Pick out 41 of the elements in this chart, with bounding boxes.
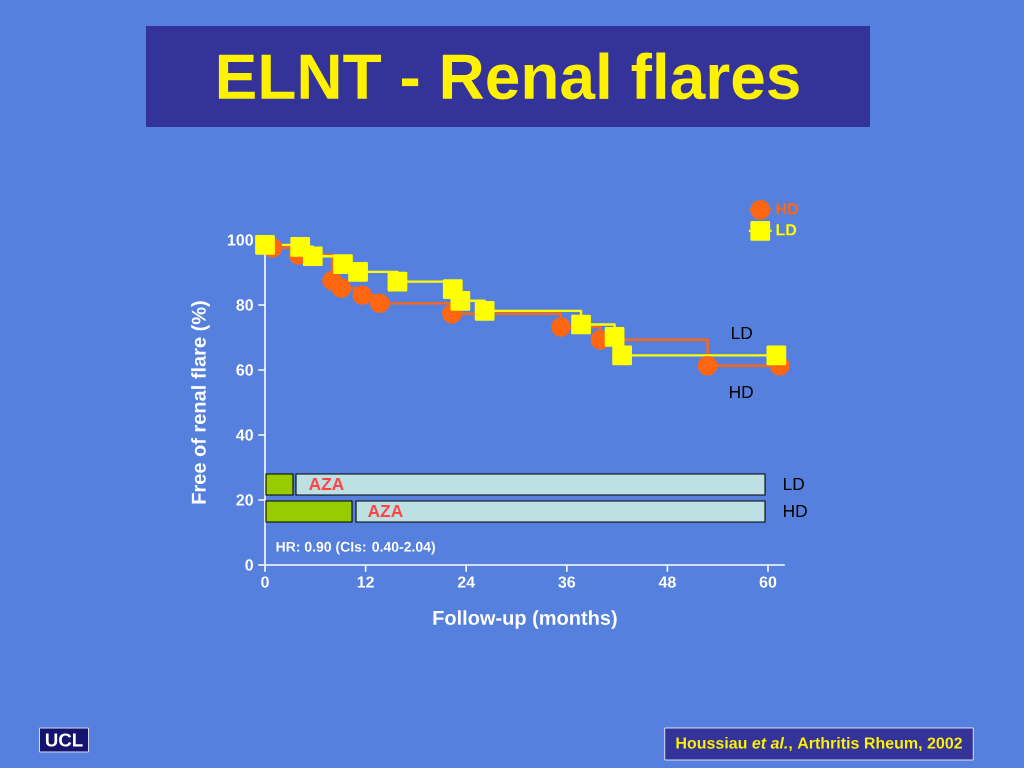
x-tick-label: 0: [261, 576, 269, 588]
annotation: LD: [732, 327, 752, 339]
point: [766, 345, 787, 366]
point: [697, 355, 718, 376]
annotation: HR: 0.90 (CIs: 0.40-2.04): [276, 541, 435, 555]
chart-title: ELNT - Renal flares: [218, 52, 799, 100]
point: [302, 246, 323, 267]
point: [474, 300, 495, 321]
x-tick-label: 24: [457, 576, 475, 588]
x-tick-label: 48: [658, 576, 676, 588]
y-tick-label: 20: [236, 494, 253, 506]
point: [348, 261, 368, 282]
point: [331, 278, 352, 298]
x-tick-label: 12: [357, 576, 374, 588]
point: [571, 314, 591, 335]
text: Houssiau et al., Arthritis Rheum, 2002: [676, 736, 962, 752]
y-tick-label: 60: [236, 364, 253, 376]
annotation: AZA: [368, 505, 403, 517]
point: [352, 285, 373, 306]
y-tick-label: 40: [236, 429, 253, 441]
point: [604, 326, 625, 347]
point: [369, 293, 390, 314]
point: [551, 317, 571, 337]
point: [612, 345, 632, 366]
annotation: HD: [730, 386, 753, 398]
x-axis-title: Follow-up (months): [433, 610, 617, 629]
annotation: AZA: [309, 478, 344, 490]
y-tick-label: 100: [227, 234, 253, 246]
annotation: HD: [784, 505, 807, 517]
y-axis-title: Free of renal flare (%): [191, 301, 210, 504]
annotation: LD: [784, 478, 804, 490]
legend-label: HD: [776, 203, 798, 215]
point: [387, 271, 408, 292]
point: [450, 290, 471, 311]
y-tick-label: 80: [236, 299, 253, 311]
text: UCL: [45, 733, 83, 747]
x-tick-label: 60: [759, 576, 777, 588]
x-tick-label: 36: [558, 576, 576, 588]
legend-label: LD: [776, 224, 797, 236]
y-tick-label: 0: [245, 559, 253, 571]
point: [255, 235, 275, 255]
